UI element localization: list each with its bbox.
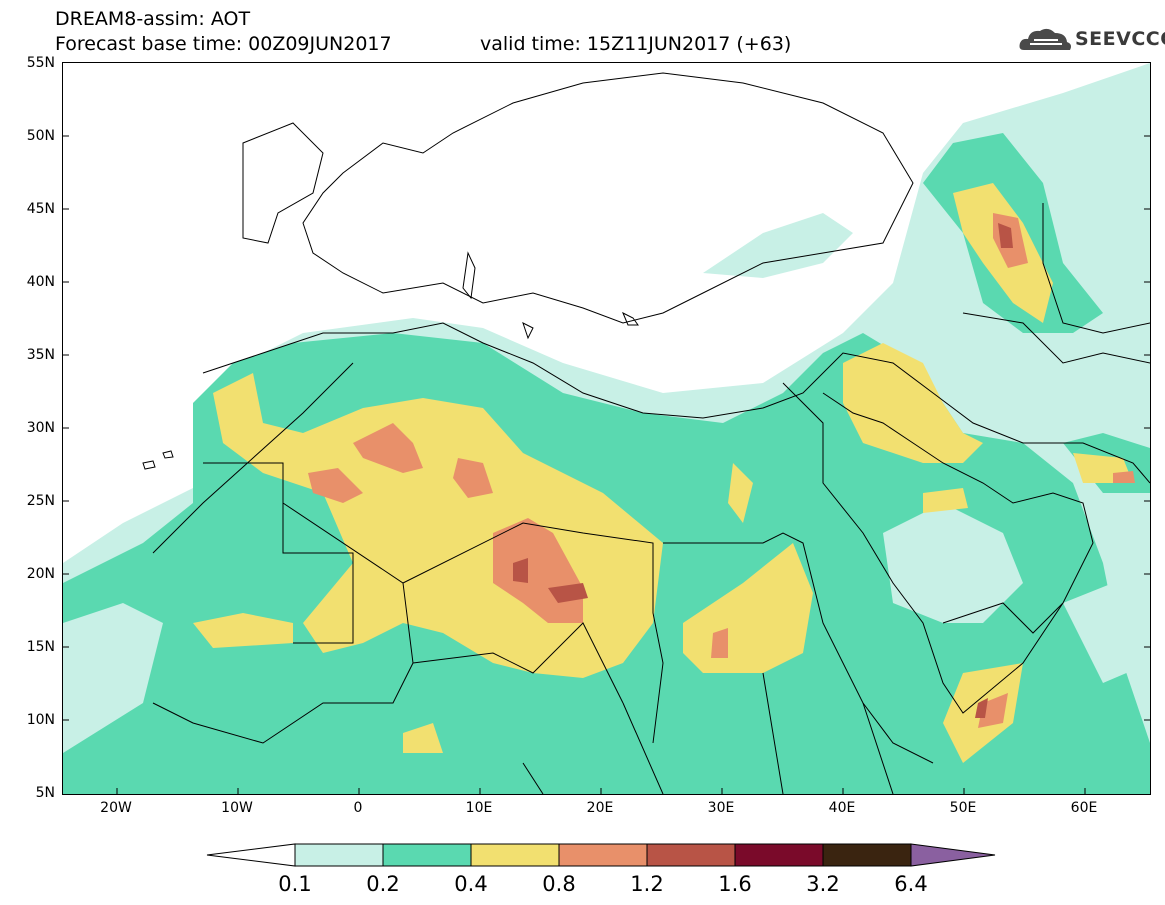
legend-label-0-2: 0.2 [366,872,400,896]
legend-swatch-above [910,843,996,867]
lon-label-60e: 60E [1070,800,1098,816]
cloud-logo-icon [1019,28,1071,50]
legend-swatch-6 [734,843,824,867]
aot-map [62,62,1151,795]
legend-label-1-2: 1.2 [630,872,664,896]
aot-band-0-1-inner [63,503,1150,753]
legend-label-6-4: 6.4 [894,872,928,896]
lat-label-5n: 5N [35,785,55,801]
legend-swatch-5 [646,843,736,867]
legend-swatch-below [206,843,296,867]
legend-label-3-2: 3.2 [806,872,840,896]
legend-swatch-4 [558,843,648,867]
lat-label-50n: 50N [26,128,55,144]
aot-band-1-2 [513,223,1013,718]
legend-label-0-4: 0.4 [454,872,488,896]
lon-label-20e: 20E [586,800,614,816]
legend-swatch-2 [382,843,472,867]
lon-label-10w: 10W [221,800,253,816]
lat-label-40n: 40N [26,274,55,290]
lat-label-55n: 55N [26,55,55,71]
lon-label-30e: 30E [707,800,735,816]
lon-label-10e: 10E [465,800,493,816]
lon-label-50e: 50E [949,800,977,816]
lat-label-45n: 45N [26,201,55,217]
aot-field [63,63,1150,794]
lon-label-20w: 20W [100,800,132,816]
legend-swatch-3 [470,843,560,867]
coastline-islands [142,251,639,470]
country-borders [152,72,1150,794]
lat-label-10n: 10N [26,712,55,728]
legend-label-1-6: 1.6 [718,872,752,896]
graticule-ticks [63,135,1150,794]
forecast-base-time: Forecast base time: 00Z09JUN2017 [55,33,392,55]
map-title: DREAM8-assim: AOT [55,8,251,30]
valid-time: valid time: 15Z11JUN2017 (+63) [480,33,792,55]
legend-label-0-1: 0.1 [278,872,312,896]
lat-label-30n: 30N [26,420,55,436]
lon-label-40e: 40E [828,800,856,816]
lat-label-20n: 20N [26,566,55,582]
legend-swatch-1 [294,843,384,867]
lon-label-0: 0 [353,800,363,816]
lat-label-15n: 15N [26,639,55,655]
legend-label-0-8: 0.8 [542,872,576,896]
legend-swatch-7 [822,843,912,867]
color-legend [206,843,996,867]
logo-text: SEEVCCC [1075,28,1165,50]
lat-label-35n: 35N [26,347,55,363]
lat-label-25n: 25N [26,493,55,509]
